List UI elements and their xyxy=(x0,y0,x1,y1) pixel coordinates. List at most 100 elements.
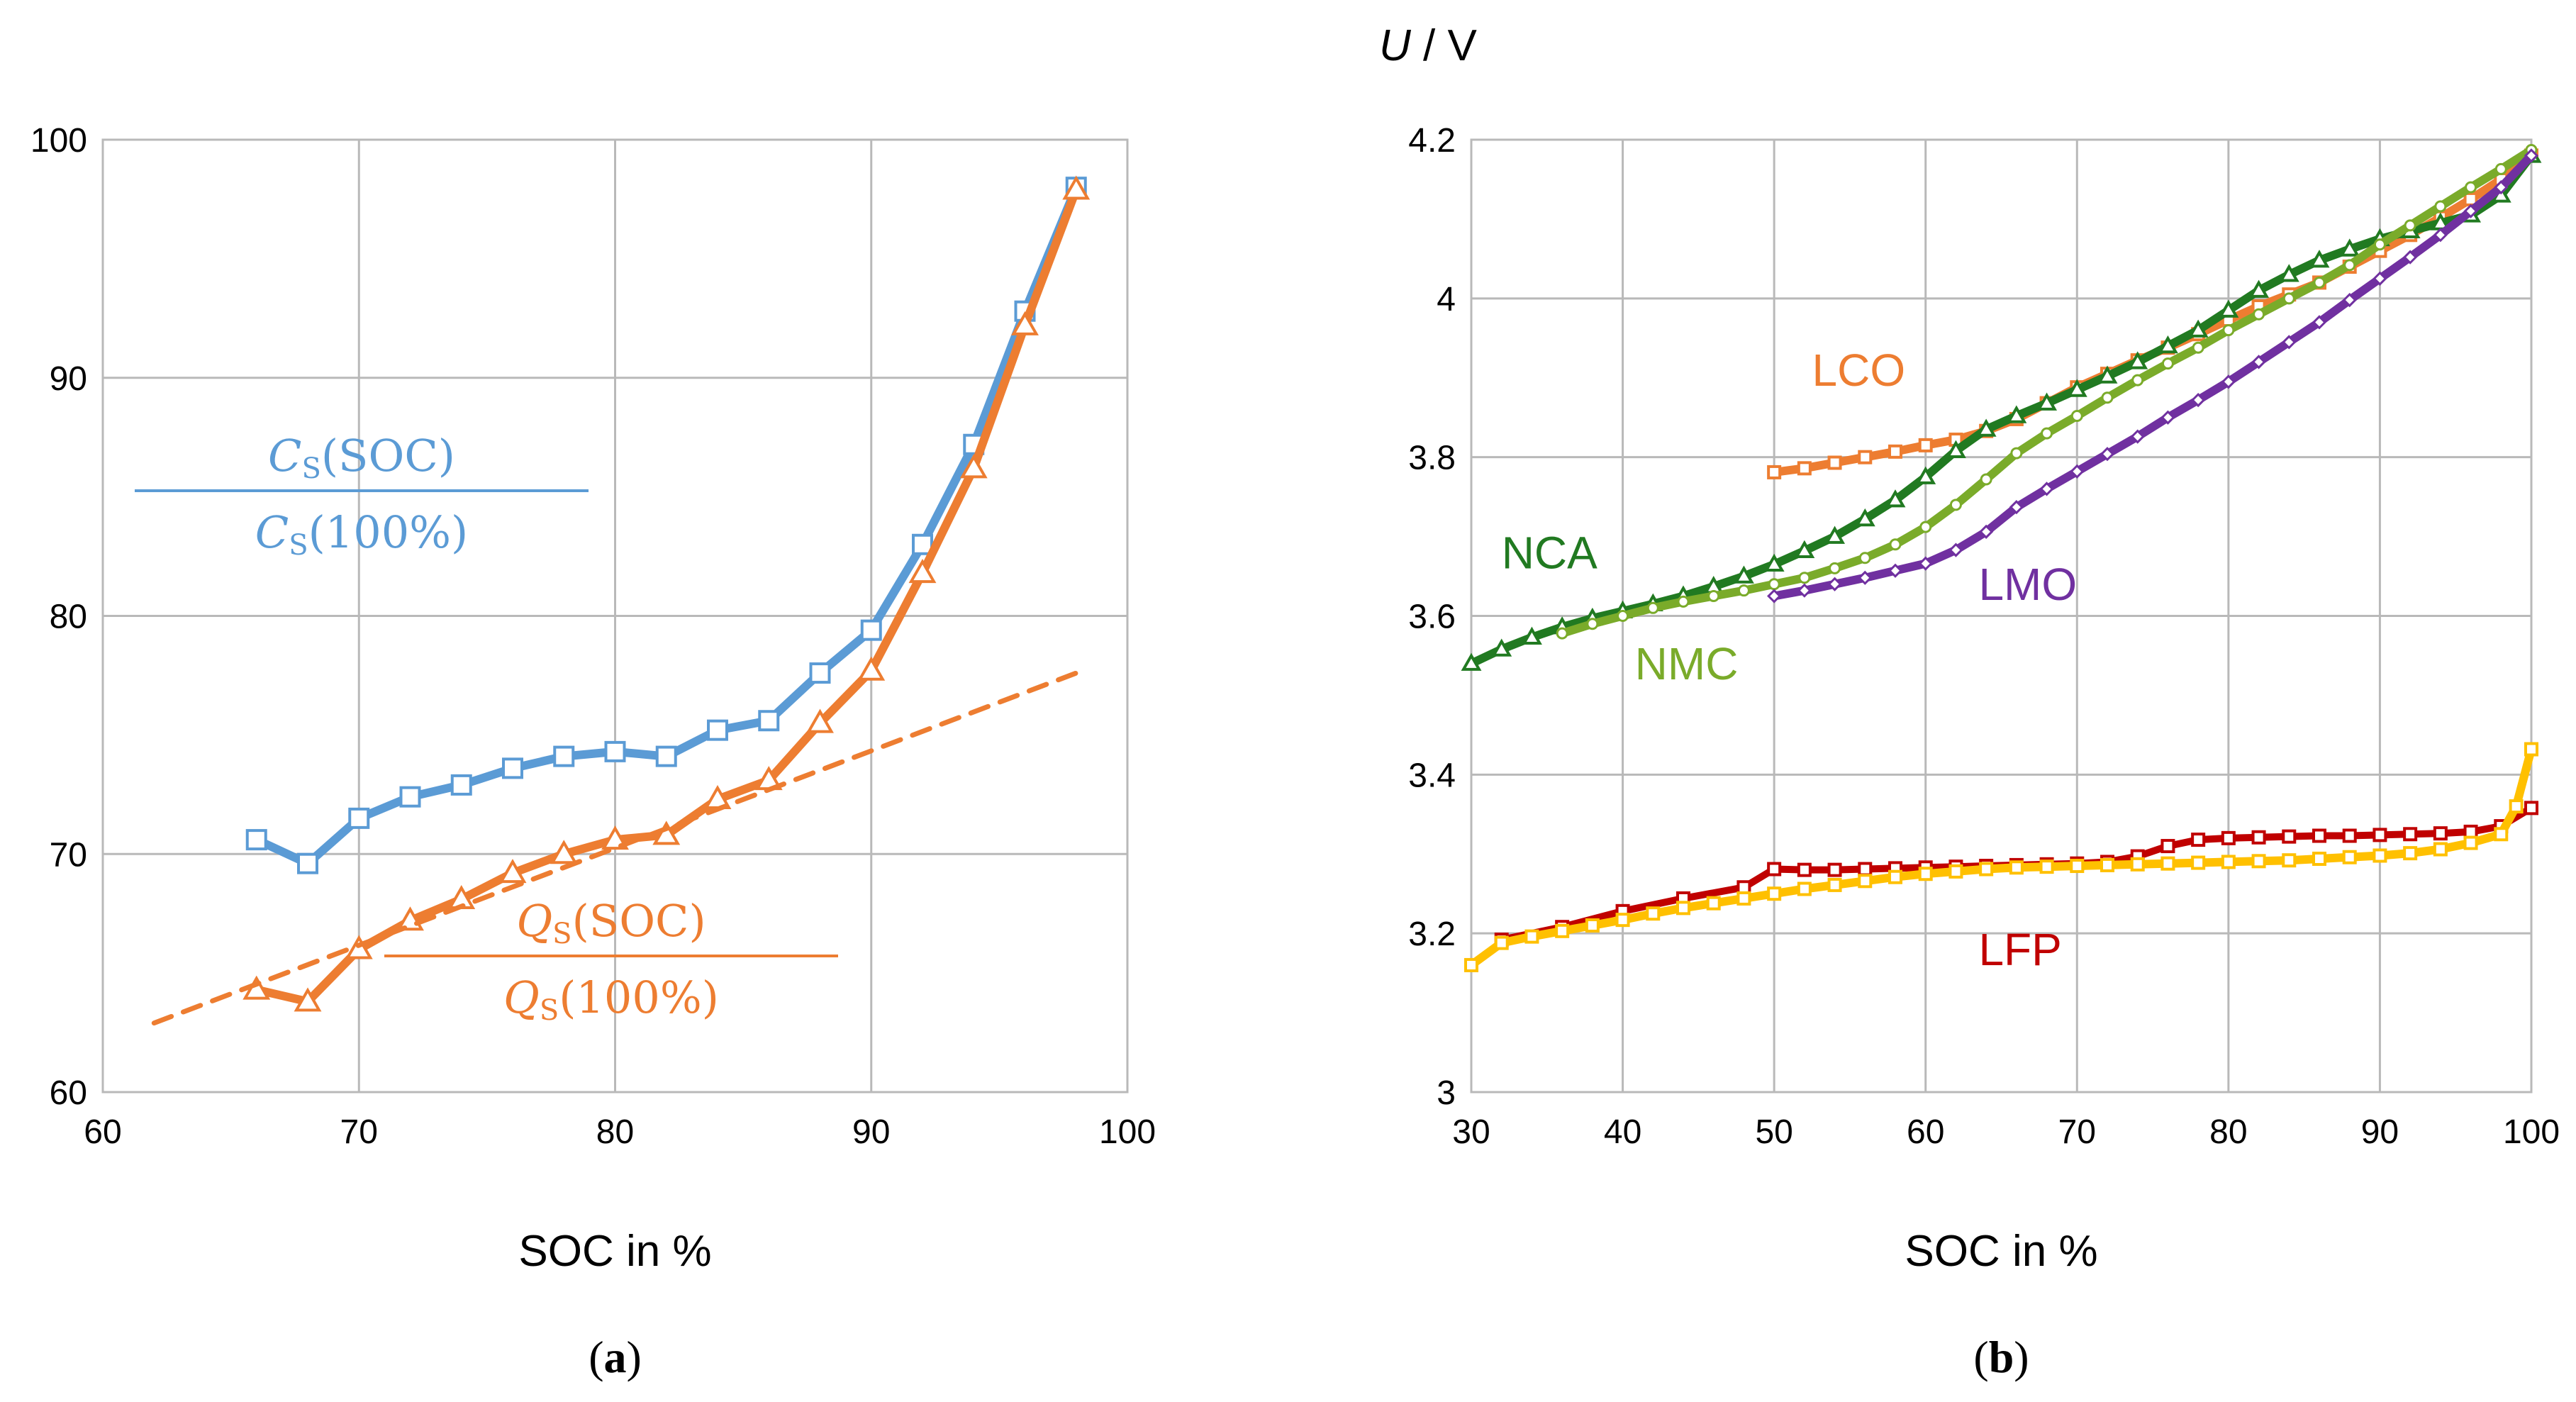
data-point xyxy=(1556,627,1568,640)
panel-b-series xyxy=(1461,144,2542,972)
y-tick-label: 3.6 xyxy=(1408,599,1456,636)
data-point xyxy=(1461,652,1482,671)
data-point xyxy=(1979,524,1994,539)
data-point xyxy=(1768,578,1780,591)
data-point xyxy=(2282,292,2295,305)
data-point xyxy=(1555,923,1570,938)
data-point xyxy=(1767,886,1782,901)
series-label-lmo: LMO xyxy=(1978,559,2077,610)
data-point xyxy=(912,533,933,555)
panel-a-series xyxy=(151,175,1091,1026)
y-tick-label: 80 xyxy=(50,599,87,636)
series-line xyxy=(252,185,1081,1006)
panel-b-x-axis-label: SOC in % xyxy=(1905,1227,2097,1276)
data-point xyxy=(2342,850,2357,864)
data-point xyxy=(2221,830,2236,845)
data-point xyxy=(2373,848,2387,863)
data-point xyxy=(1827,877,1842,892)
data-point xyxy=(2191,855,2206,870)
data-point xyxy=(1858,874,1873,889)
x-tick-label: 50 xyxy=(1755,1113,1792,1151)
data-point xyxy=(2070,464,2085,479)
data-point xyxy=(2465,181,2477,194)
data-point xyxy=(1918,438,1933,452)
data-point xyxy=(2010,447,2023,460)
data-point xyxy=(604,740,626,762)
panel-a-grid xyxy=(101,138,1129,1094)
data-point xyxy=(1918,867,1933,881)
data-point xyxy=(1733,565,1754,584)
data-point xyxy=(1797,583,1812,598)
data-point xyxy=(2403,827,2418,842)
panel-a-caption: (a) xyxy=(589,1332,642,1382)
panel-b-grid xyxy=(1470,138,2533,1094)
data-point xyxy=(1707,590,1720,603)
fraction-denominator: CS(100%) xyxy=(255,506,469,562)
fraction-numerator: QS(SOC) xyxy=(516,895,706,950)
data-point xyxy=(1676,901,1690,916)
data-point xyxy=(2191,833,2206,847)
data-point xyxy=(2251,830,2266,845)
data-point xyxy=(2101,391,2114,404)
panel-b-chart: 30 40 50 60 70 80 90 100 3 3.2 3.4 3.6 3.8 4 4.2 LCO NC… xyxy=(1379,21,2560,1382)
data-point xyxy=(2187,319,2209,338)
y-tick-label: 70 xyxy=(50,836,87,874)
data-point xyxy=(2463,824,2478,839)
data-point xyxy=(1885,489,1906,508)
data-point xyxy=(1767,862,1782,877)
data-point xyxy=(2312,828,2326,843)
data-point xyxy=(2036,392,2058,411)
data-point xyxy=(1919,521,1932,533)
data-point xyxy=(1615,913,1630,928)
data-point xyxy=(1858,450,1873,464)
data-point xyxy=(2433,826,2448,841)
data-point xyxy=(1858,552,1871,564)
data-point xyxy=(1797,461,1812,476)
data-point xyxy=(908,559,937,584)
panel-b-y-axis-label: U / V xyxy=(1379,21,1477,70)
data-point xyxy=(2131,374,2144,386)
data-point xyxy=(2100,447,2115,462)
data-point xyxy=(2251,355,2266,369)
y-tick-label: 90 xyxy=(50,360,87,398)
data-point xyxy=(1918,556,1933,571)
data-point xyxy=(2157,335,2178,354)
data-point xyxy=(2509,799,2524,814)
data-point xyxy=(809,662,831,684)
data-point xyxy=(1888,563,1903,578)
x-tick-label: 90 xyxy=(2361,1113,2399,1151)
y-tick-label: 4 xyxy=(1437,281,1456,318)
data-point xyxy=(2339,238,2360,257)
data-point xyxy=(2160,856,2175,871)
fraction-denominator: QS(100%) xyxy=(503,972,719,1027)
data-point xyxy=(2312,315,2327,330)
panel-b-caption: (b) xyxy=(1973,1332,2029,1382)
series-label-lfp: LFP xyxy=(1978,924,2061,975)
panel-a-x-axis-label: SOC in % xyxy=(518,1227,711,1276)
data-point xyxy=(860,619,882,641)
data-point xyxy=(2524,148,2539,163)
data-point xyxy=(2160,410,2175,425)
data-point xyxy=(2039,859,2054,874)
series-line xyxy=(151,670,1079,1026)
data-point xyxy=(2342,828,2357,843)
data-point xyxy=(2191,392,2206,408)
y-tick-label: 60 xyxy=(50,1074,87,1112)
y-tick-label: 100 xyxy=(30,122,87,160)
data-point xyxy=(1706,896,1721,911)
data-point xyxy=(2100,857,2114,872)
plot-frame xyxy=(1470,138,2533,1094)
data-point xyxy=(1646,601,1659,614)
data-point xyxy=(2282,335,2297,350)
data-point xyxy=(2312,851,2326,866)
data-point xyxy=(1915,466,1936,484)
data-point xyxy=(498,859,527,884)
data-point xyxy=(2494,180,2509,195)
data-point xyxy=(1736,880,1751,895)
data-point xyxy=(2097,365,2118,384)
data-point xyxy=(1491,638,1512,657)
data-point xyxy=(2373,238,2386,251)
data-point xyxy=(2192,341,2204,354)
data-point xyxy=(2161,357,2174,370)
